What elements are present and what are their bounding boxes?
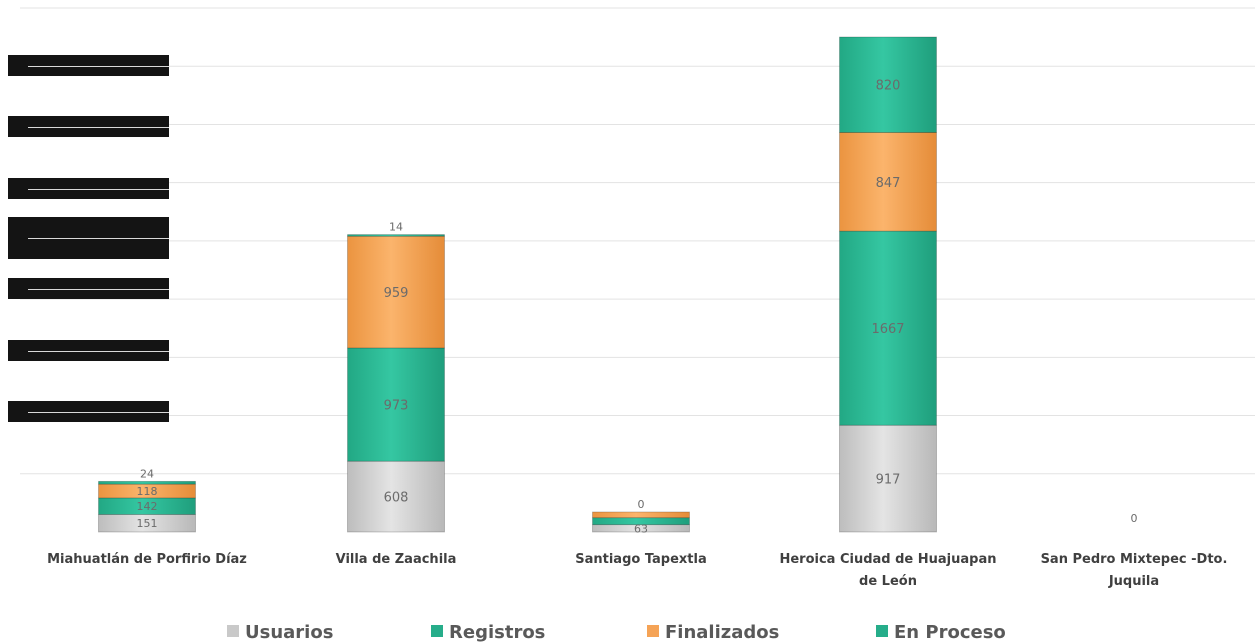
legend-item: En Proceso [876, 622, 1006, 643]
data-label-usuarios: 917 [876, 473, 901, 488]
x-tick-label: Miahuatlán de Porfirio Díaz [37, 549, 257, 571]
legend-item: Usuarios [227, 622, 333, 643]
data-label-en-proceso: 0 [638, 498, 645, 511]
x-tick-label-line: Santiago Tapextla [575, 552, 707, 567]
legend-item: Registros [431, 622, 545, 643]
x-tick-label: Villa de Zaachila [286, 549, 506, 571]
bar-registros [839, 230, 937, 426]
legend-swatch-usuarios [227, 625, 239, 637]
legend-item: Finalizados [647, 622, 779, 643]
redaction-block [8, 116, 169, 137]
legend-swatch-registros [431, 625, 443, 637]
x-tick-label-line: Villa de Zaachila [335, 552, 457, 567]
legend-swatch-en-proceso [876, 625, 888, 637]
data-label-en-proceso: 820 [876, 79, 901, 94]
legend-label: En Proceso [894, 622, 1006, 643]
redaction-block [8, 278, 169, 299]
data-label-usuarios: 608 [384, 491, 409, 506]
data-label-en-proceso: 14 [389, 221, 403, 234]
plot-area: 151 142 118 24 608 973 959 14 63 0 917 1667 847 820 0 [20, 7, 1255, 535]
bar-finalizados [592, 511, 690, 519]
data-label-registros: 1667 [871, 322, 904, 337]
legend-swatch-finalizados [647, 625, 659, 637]
data-label-finalizados: 847 [876, 176, 901, 191]
x-tick-label-line: Miahuatlán de Porfirio Díaz [47, 552, 247, 567]
bar-en-proceso [347, 234, 445, 237]
legend-label: Registros [449, 622, 546, 643]
bar-en-proceso [839, 36, 937, 133]
x-tick-label: San Pedro Mixtepec -Dto. Juquila [1024, 549, 1244, 593]
redaction-block [8, 55, 169, 76]
x-tick-label-line: San Pedro Mixtepec -Dto. [1040, 552, 1228, 567]
data-label-usuarios: 63 [634, 522, 648, 535]
legend-label: Finalizados [665, 622, 780, 643]
data-label-en-proceso: 24 [140, 467, 154, 480]
data-label-finalizados: 959 [384, 286, 409, 301]
bar-usuarios [839, 424, 937, 533]
redaction-block [8, 401, 169, 422]
redaction-block [8, 217, 169, 259]
x-tick-label: Heroica Ciudad de Huajuapan de León [778, 549, 998, 593]
data-label-finalizados: 118 [137, 485, 158, 498]
data-label-registros: 973 [384, 399, 409, 414]
redaction-block [8, 340, 169, 361]
data-label-usuarios: 151 [137, 517, 158, 530]
x-tick-label-line: Heroica Ciudad de Huajuapan [779, 552, 997, 567]
legend-label: Usuarios [245, 622, 334, 643]
x-tick-label-line: de León [859, 574, 917, 589]
bar-en-proceso [98, 480, 196, 485]
x-tick-label: Santiago Tapextla [531, 549, 751, 571]
redaction-block [8, 178, 169, 199]
data-label-en-proceso: 0 [1131, 512, 1138, 525]
legend: Usuarios Registros Finalizados En Proces… [0, 618, 1255, 643]
x-tick-label-line: Juquila [1108, 574, 1160, 589]
data-label-registros: 142 [137, 500, 158, 513]
